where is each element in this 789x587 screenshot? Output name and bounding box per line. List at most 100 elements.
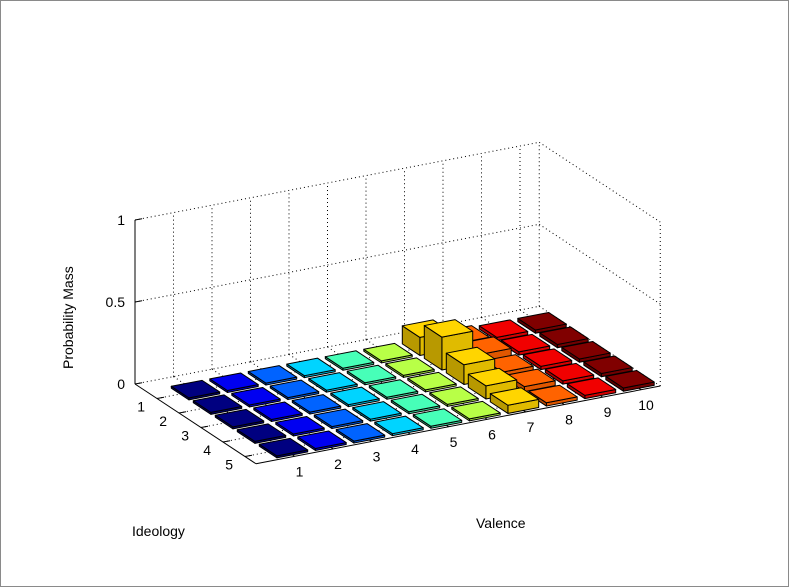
bar (583, 355, 633, 378)
x-axis-label: Valence (476, 515, 526, 531)
y-tick (222, 440, 231, 443)
bar (561, 340, 611, 363)
x-tick-label: 1 (296, 463, 304, 479)
bar (522, 348, 573, 371)
bar-face (313, 408, 364, 428)
bar-face (286, 357, 336, 377)
bar (231, 386, 281, 408)
bar-face (412, 408, 463, 427)
bar-face (489, 387, 540, 406)
bar (407, 371, 457, 393)
bar-face (308, 372, 358, 391)
bar-face (236, 423, 287, 442)
bar-face (561, 340, 611, 360)
x-tick-label: 3 (373, 449, 381, 465)
y-tick-label: 1 (137, 399, 145, 415)
bar-face (253, 401, 303, 420)
bar (500, 333, 551, 356)
bar (192, 394, 243, 415)
z-tick-label: 0 (117, 376, 125, 392)
bar (258, 437, 309, 459)
bar-face (346, 364, 397, 384)
bar-face (247, 365, 298, 384)
bar (291, 394, 342, 415)
bar-face (390, 393, 441, 413)
bar-face (269, 379, 320, 399)
bar-face (423, 319, 474, 338)
y-axis-label: Ideology (132, 523, 185, 539)
y-tick (178, 411, 187, 414)
bar (209, 372, 259, 393)
bar (605, 369, 655, 392)
bar (352, 401, 402, 422)
y-tick-label: 3 (181, 428, 189, 444)
y-tick-label: 5 (225, 457, 233, 473)
bar-face (506, 368, 556, 388)
x-tick-label: 8 (565, 412, 573, 428)
bar (269, 379, 320, 401)
y-tick (200, 425, 209, 428)
bar (324, 350, 375, 371)
x-tick-label: 4 (411, 441, 419, 457)
bar (275, 415, 325, 437)
y-axis-line (134, 383, 257, 465)
bar (346, 364, 397, 386)
z-axis-label: Probability Mass (60, 266, 76, 369)
y-tick (244, 454, 253, 457)
bar (308, 372, 358, 393)
bar (170, 379, 221, 401)
bar (313, 408, 364, 430)
bar-face (539, 326, 589, 345)
bar (489, 387, 540, 414)
bar-face (517, 311, 567, 331)
bar (236, 423, 287, 444)
bar (374, 415, 424, 437)
bar (286, 357, 336, 379)
bar-face (445, 346, 496, 366)
bar (253, 401, 303, 422)
bar-face (214, 408, 265, 428)
bar-face (258, 437, 309, 457)
bar (335, 423, 386, 444)
bar-face (297, 430, 347, 449)
bar-face (209, 372, 259, 391)
bar-face (605, 369, 655, 389)
bar (390, 393, 441, 415)
bar-face (429, 386, 479, 405)
bar-face (335, 423, 386, 442)
bar-face (500, 333, 551, 353)
bar-face (363, 342, 413, 362)
bar-face (566, 377, 617, 396)
bar-face (407, 371, 457, 391)
bar-face (484, 354, 534, 373)
grid-line (134, 141, 540, 221)
bar-face (192, 394, 243, 413)
bar (363, 342, 413, 364)
bars (170, 311, 655, 459)
bar-face (583, 355, 633, 374)
grid-line (538, 223, 661, 305)
bar-face (231, 386, 281, 406)
bar-face (291, 394, 342, 413)
bar-face (467, 367, 518, 387)
z-tick-label: 0.5 (106, 294, 126, 310)
x-tick-label: 10 (638, 397, 654, 413)
bar-face (368, 379, 419, 398)
bar-face (478, 319, 529, 338)
z-tick-label: 1 (117, 212, 125, 228)
bar-face (330, 386, 380, 406)
bar (330, 386, 380, 408)
bar (412, 408, 463, 429)
y-tick-label: 2 (159, 413, 167, 429)
bar (451, 400, 501, 422)
bar (478, 319, 529, 342)
grid-line (134, 223, 540, 303)
bar-face (451, 400, 501, 420)
grid-line (134, 305, 540, 385)
x-axis-line (255, 385, 661, 465)
bar-face (170, 379, 221, 399)
y-tick-label: 4 (203, 442, 211, 458)
